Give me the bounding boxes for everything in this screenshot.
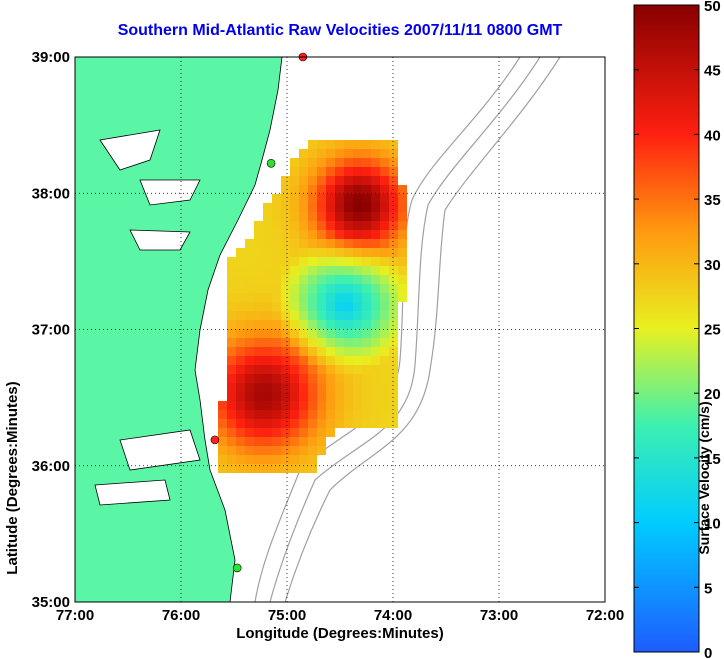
grid-lines [75, 57, 605, 602]
x-tick-label: 72:00 [586, 607, 624, 624]
colorbar-tick-label: 0 [704, 645, 712, 659]
colorbar-tick-label: 45 [704, 63, 721, 80]
radar-station-marker [266, 158, 276, 168]
radar-stations [210, 52, 308, 573]
map-title: Southern Mid-Atlantic Raw Velocities 200… [117, 22, 563, 39]
x-tick-label: 75:00 [268, 607, 306, 624]
radar-station-marker [210, 435, 220, 445]
colorbar-tick-label: 35 [704, 192, 721, 209]
y-axis-ticks: 39:00 38:00 37:00 36:00 35:00 [32, 49, 70, 611]
colorbar-tick-label: 30 [704, 257, 721, 274]
x-axis-ticks: 77:00 76:00 75:00 74:00 73:00 72:00 [56, 607, 624, 624]
colorbar-tick-label: 20 [704, 386, 721, 403]
colorbar-tick-label: 50 [704, 0, 721, 15]
y-axis-label: Latitude (Degrees:Minutes) [4, 381, 21, 575]
colorbar-tick-label: 10 [704, 516, 721, 533]
plot-frame [74, 56, 606, 603]
x-tick-label: 74:00 [374, 607, 412, 624]
x-tick-label: 76:00 [162, 607, 200, 624]
x-axis-label: Longitude (Degrees:Minutes) [236, 625, 444, 642]
land [75, 57, 283, 602]
y-tick-label: 39:00 [32, 49, 70, 66]
velocity-field [218, 140, 407, 473]
colorbar-tick-label: 5 [704, 580, 712, 597]
colorbar-ticks: 0 5 10 15 20 25 30 35 40 45 50 [634, 0, 721, 659]
y-tick-label: 36:00 [32, 458, 70, 475]
y-tick-label: 37:00 [32, 322, 70, 339]
colorbar-label: Surface Velocity (cm/s) [696, 401, 712, 555]
x-tick-label: 77:00 [56, 607, 94, 624]
x-tick-label: 73:00 [480, 607, 518, 624]
radar-station-marker [232, 563, 242, 573]
y-tick-label: 38:00 [32, 185, 70, 202]
colorbar [633, 4, 700, 653]
bathymetry-contours [254, 57, 561, 602]
colorbar-tick-label: 40 [704, 127, 721, 144]
colorbar-tick-label: 15 [704, 451, 721, 468]
colorbar-tick-label: 25 [704, 322, 721, 339]
y-tick-label: 35:00 [32, 594, 70, 611]
